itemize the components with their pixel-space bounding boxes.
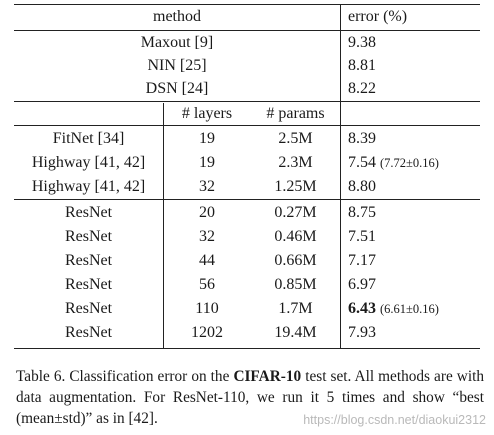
row-error: 6.43 (6.61±0.16) xyxy=(348,298,439,320)
row-method: ResNet xyxy=(64,300,113,317)
row-layers: 44 xyxy=(199,252,215,269)
method-column-rule xyxy=(163,103,164,348)
group-rule-2 xyxy=(14,199,480,200)
row-method: ResNet xyxy=(64,252,113,269)
caption-dataset: CIFAR-10 xyxy=(233,368,302,385)
header-params: # params xyxy=(266,105,325,122)
row-error: 7.54 (7.72±0.16) xyxy=(348,152,439,174)
row-error: 6.97 xyxy=(348,274,376,296)
row-layers: 20 xyxy=(199,204,215,221)
row-method: DSN [24] xyxy=(145,80,209,97)
row-layers: 1202 xyxy=(191,324,223,341)
row-method: ResNet xyxy=(64,228,113,245)
header-layers: # layers xyxy=(181,105,233,122)
row-method: Maxout [9] xyxy=(140,34,214,51)
results-table: method error (%) Maxout [9] 9.38 NIN [25… xyxy=(14,4,480,349)
row-error: 8.80 xyxy=(348,176,376,198)
row-method: ResNet xyxy=(64,204,113,221)
error-value: 7.54 xyxy=(348,154,376,171)
caption-prefix: Table 6. Classification error on the xyxy=(16,368,234,385)
row-params: 1.7M xyxy=(278,300,313,317)
row-layers: 110 xyxy=(195,300,219,317)
row-error: 8.75 xyxy=(348,202,376,224)
row-error: 7.93 xyxy=(348,322,376,344)
error-value: 8.75 xyxy=(348,204,376,221)
table-bottom-rule xyxy=(14,348,480,349)
row-error: 7.17 xyxy=(348,250,376,272)
row-error: 8.39 xyxy=(348,128,376,150)
row-layers: 19 xyxy=(199,154,215,171)
row-params: 0.66M xyxy=(274,252,317,269)
error-mean-std: (6.61±0.16) xyxy=(380,302,439,316)
header-rule xyxy=(14,30,480,31)
row-method: Highway [41, 42] xyxy=(31,178,146,195)
row-layers: 56 xyxy=(199,276,215,293)
row-params: 0.27M xyxy=(274,204,317,221)
row-layers: 19 xyxy=(199,130,215,147)
row-params: 0.85M xyxy=(274,276,317,293)
row-method: NIN [25] xyxy=(147,57,207,74)
row-layers: 32 xyxy=(199,178,215,195)
row-method: ResNet xyxy=(64,324,113,341)
table-caption: Table 6. Classification error on the CIF… xyxy=(16,366,484,429)
subheader-rule xyxy=(14,125,480,126)
row-params: 2.5M xyxy=(278,130,313,147)
row-params: 0.46M xyxy=(274,228,317,245)
row-error: 8.81 xyxy=(348,57,376,74)
error-value: 6.97 xyxy=(348,276,376,293)
watermark-url: https://blog.csdn.net/diaokui2312 xyxy=(303,413,486,427)
header-error: error (%) xyxy=(348,8,408,25)
row-error: 9.38 xyxy=(348,34,376,51)
row-params: 19.4M xyxy=(274,324,317,341)
row-method: Highway [41, 42] xyxy=(31,154,146,171)
row-error: 7.51 xyxy=(348,226,376,248)
error-column-rule xyxy=(340,4,341,348)
row-params: 1.25M xyxy=(274,178,317,195)
error-mean-std: (7.72±0.16) xyxy=(380,156,439,170)
error-value: 7.93 xyxy=(348,324,376,341)
row-layers: 32 xyxy=(199,228,215,245)
row-method: FitNet [34] xyxy=(52,130,125,147)
error-value: 8.39 xyxy=(348,130,376,147)
group-rule-1 xyxy=(14,101,480,102)
error-value: 7.17 xyxy=(348,252,376,269)
table-top-rule xyxy=(14,4,480,5)
caption-suffix: test set. All methods are with data augm… xyxy=(16,368,484,427)
row-params: 2.3M xyxy=(278,154,313,171)
row-error: 8.22 xyxy=(348,80,376,97)
best-error-value: 6.43 xyxy=(348,300,376,317)
error-value: 8.80 xyxy=(348,178,376,195)
row-method: ResNet xyxy=(64,276,113,293)
error-value: 7.51 xyxy=(348,228,376,245)
header-method: method xyxy=(153,8,201,25)
